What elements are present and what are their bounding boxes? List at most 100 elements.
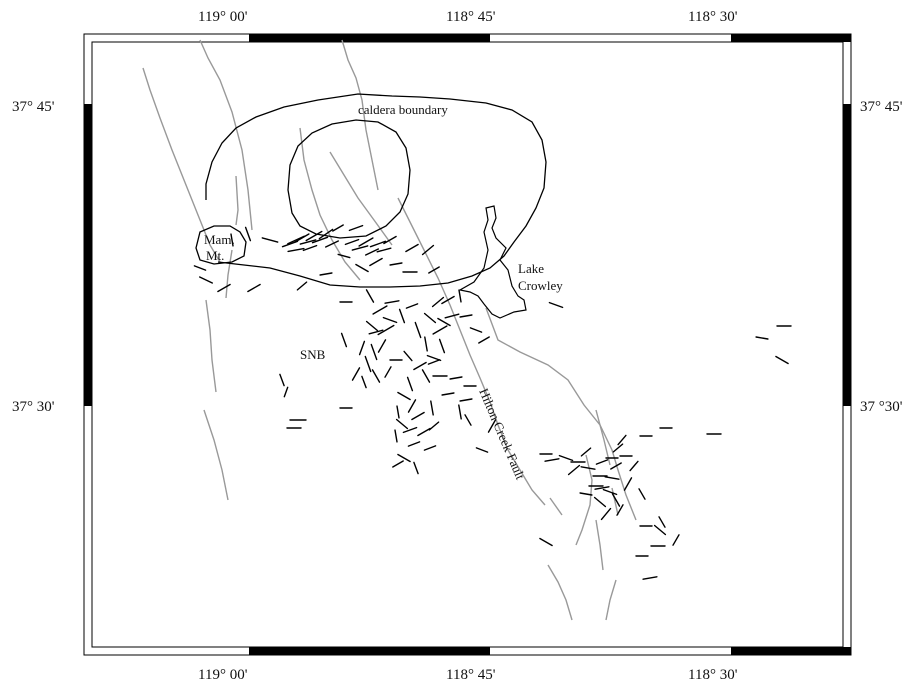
stress-tick — [302, 244, 318, 252]
stress-tick — [423, 445, 437, 451]
stress-tick — [417, 427, 431, 437]
stress-tick — [287, 247, 305, 253]
stress-tick — [358, 237, 374, 247]
stress-tick — [579, 492, 593, 496]
lat-label-right-37-45: 37° 45' — [860, 99, 903, 115]
lake-label-line1: Lake — [518, 261, 544, 276]
stress-tick — [458, 404, 462, 420]
stress-tick — [406, 376, 414, 392]
stress-tick — [244, 226, 252, 242]
stress-tick — [469, 327, 483, 333]
stress-tick — [398, 308, 406, 324]
lon-label-top-118-30: 118° 30' — [688, 9, 738, 25]
stress-tick — [441, 295, 455, 305]
stress-tick — [358, 340, 366, 356]
stress-tick — [344, 238, 360, 246]
stress-tick — [414, 321, 422, 339]
stress-tick — [594, 486, 610, 490]
stress-tick — [382, 316, 398, 324]
stress-tick — [193, 265, 207, 271]
stress-tick — [364, 355, 372, 373]
caldera-boundary-label: caldera boundary — [358, 102, 448, 117]
stress-tick — [355, 263, 369, 273]
stress-tick — [580, 466, 596, 470]
fault-traces — [142, 39, 637, 621]
stress-tick — [371, 369, 381, 383]
stress-tick — [392, 460, 404, 468]
stress-tick — [405, 243, 419, 253]
stress-tick — [369, 240, 387, 248]
stress-tick — [580, 447, 592, 457]
stress-tick — [437, 317, 451, 327]
stress-tick — [426, 354, 442, 362]
stress-tick — [384, 366, 392, 378]
stress-tick — [438, 338, 446, 354]
stress-tick — [427, 359, 441, 365]
stress-tick — [413, 361, 427, 371]
lake-crowley-outline — [458, 205, 527, 319]
stress-tick — [279, 373, 285, 387]
stress-tick — [617, 434, 627, 446]
stress-tick — [411, 411, 425, 421]
lat-label-right-37-30: 37 °30' — [860, 399, 903, 415]
stress-tick — [372, 305, 388, 315]
stress-tick — [610, 462, 622, 470]
stress-tick — [604, 476, 620, 480]
stress-tick — [402, 426, 418, 434]
stress-tick — [611, 493, 621, 507]
snb-label: SNB — [300, 347, 326, 362]
stress-tick — [421, 244, 435, 256]
stress-tick — [487, 419, 497, 433]
stress-tick — [600, 507, 612, 521]
stress-tick — [459, 398, 473, 402]
stress-tick — [616, 504, 624, 516]
stress-tick — [444, 313, 460, 319]
frame-scale-bars — [84, 34, 851, 655]
stress-tick — [365, 289, 375, 303]
stress-tick — [217, 283, 231, 293]
stress-tick — [413, 461, 419, 475]
lake-label-line2: Crowley — [518, 278, 563, 293]
stress-tick — [287, 235, 305, 245]
lat-label-left-37-30: 37° 30' — [12, 399, 55, 415]
stress-tick — [602, 488, 618, 496]
stress-tick — [548, 301, 564, 309]
stress-tick — [230, 233, 234, 247]
stress-tick — [397, 391, 411, 401]
stress-tick — [642, 576, 658, 580]
stress-tick — [407, 399, 417, 413]
stress-tick — [775, 355, 789, 365]
stress-direction-ticks — [193, 224, 792, 580]
stress-tick — [672, 534, 680, 546]
stress-tick — [377, 324, 395, 336]
stress-tick — [424, 336, 428, 352]
stress-tick — [318, 228, 334, 240]
stress-tick — [464, 414, 472, 426]
lon-label-top-118-45: 118° 45' — [446, 9, 496, 25]
stress-tick — [653, 524, 667, 536]
lon-label-bottom-118-45: 118° 45' — [446, 667, 496, 683]
stress-tick — [658, 516, 666, 528]
stress-tick — [325, 240, 339, 248]
lon-label-top-119-00: 119° 00' — [198, 9, 248, 25]
stress-tick — [755, 336, 769, 340]
stress-tick — [544, 458, 560, 462]
stress-tick — [319, 272, 333, 276]
stress-tick — [299, 239, 317, 245]
stress-tick — [567, 464, 581, 476]
stress-tick — [395, 418, 409, 430]
lon-label-bottom-118-30: 118° 30' — [688, 667, 738, 683]
stress-tick — [403, 350, 413, 362]
stress-tick — [370, 343, 378, 361]
mammoth-label-line1: Mam. — [204, 232, 235, 247]
stress-tick — [430, 400, 434, 416]
stress-tick — [428, 421, 440, 431]
stress-tick — [407, 441, 421, 447]
stress-tick — [475, 447, 489, 453]
lat-label-left-37-45: 37° 45' — [12, 99, 55, 115]
stress-tick — [421, 369, 431, 383]
stress-tick — [351, 245, 369, 251]
stress-tick — [405, 303, 419, 309]
stress-tick — [383, 235, 397, 245]
